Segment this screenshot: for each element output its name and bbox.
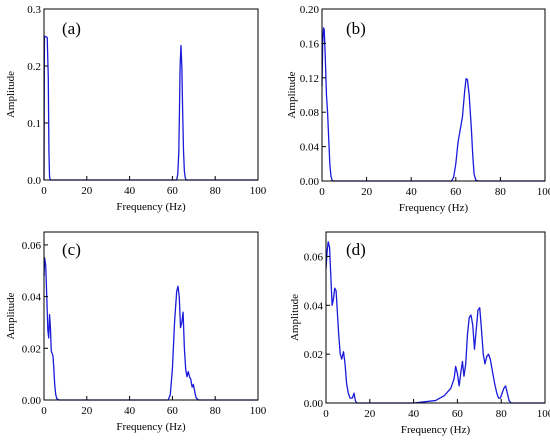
y-tick-label: 0.2: [27, 61, 41, 73]
y-tick-label: 0.04: [300, 142, 320, 154]
series-line-0: [321, 27, 545, 182]
y-tick-label: 0.00: [22, 395, 42, 407]
y-tick-label: 0.12: [300, 73, 319, 85]
series-line-0: [325, 241, 545, 404]
x-tick-label: 60: [167, 185, 179, 197]
y-tick-label: 0.02: [22, 343, 41, 355]
x-tick-label: 0: [319, 186, 325, 198]
y-tick-label: 0.06: [22, 240, 42, 252]
x-tick-label: 80: [495, 186, 507, 198]
y-tick-label: 0.1: [27, 118, 41, 130]
x-axis-label: Frequency (Hz): [116, 421, 186, 433]
y-tick-label: 0.16: [300, 38, 320, 50]
y-axis-label: Amplitude: [5, 71, 17, 118]
x-tick-label: 80: [210, 405, 222, 417]
y-tick-label: 0.00: [304, 398, 324, 410]
y-tick-label: 0.04: [304, 300, 324, 312]
y-tick-label: 0.08: [300, 107, 320, 119]
panel-label: (c): [62, 240, 81, 259]
panel-b: 0 20 40 60 80 100 0.00 0.04 0.08 0.12 0.16 0.20 Freq…: [286, 4, 550, 214]
y-tick-label: 0.3: [27, 4, 41, 16]
plot-frame: [43, 8, 259, 181]
plot-frame: [321, 8, 546, 182]
x-tick-label: 80: [210, 185, 222, 197]
panel-label: (d): [346, 240, 366, 259]
panel-c: 0 20 40 60 80 100 0.00 0.02 0.04 0.06 Frequency (H…: [5, 231, 267, 433]
x-tick-label: 40: [406, 186, 418, 198]
x-tick-label: 40: [408, 408, 420, 420]
x-tick-label: 0: [41, 185, 47, 197]
panel-label: (a): [62, 19, 81, 38]
y-tick-label: 0.0: [27, 175, 41, 187]
x-tick-label: 100: [537, 186, 550, 198]
x-tick-label: 40: [124, 405, 136, 417]
x-tick-label: 100: [537, 408, 550, 420]
x-tick-label: 60: [167, 405, 179, 417]
y-axis-label: Amplitude: [289, 294, 301, 341]
series-line-0: [43, 35, 258, 181]
y-tick-label: 0.04: [22, 292, 42, 304]
x-axis-label: Frequency (Hz): [401, 424, 471, 436]
x-tick-label: 60: [450, 186, 462, 198]
x-tick-label: 20: [81, 405, 93, 417]
y-tick-label: 0.20: [300, 4, 320, 16]
x-tick-label: 40: [124, 185, 136, 197]
y-tick-label: 0.00: [300, 176, 320, 188]
plot-frame: [325, 231, 546, 404]
x-tick-label: 0: [323, 408, 329, 420]
x-axis-label: Frequency (Hz): [116, 201, 186, 213]
x-tick-label: 20: [364, 408, 376, 420]
panel-a: 0 20 40 60 80 100 0.0 0.1 0.2 0.3 Frequency (Hz) Am…: [5, 4, 267, 213]
x-tick-label: 0: [41, 405, 47, 417]
x-tick-label: 100: [250, 185, 267, 197]
x-axis-label: Frequency (Hz): [399, 202, 469, 214]
x-tick-label: 20: [81, 185, 93, 197]
y-tick-label: 0.02: [304, 349, 323, 361]
x-tick-label: 20: [361, 186, 373, 198]
x-tick-label: 80: [496, 408, 508, 420]
y-axis-label: Amplitude: [5, 292, 17, 339]
x-tick-label: 60: [452, 408, 464, 420]
panel-label: (b): [346, 19, 366, 38]
plot-frame: [43, 231, 259, 401]
y-axis-label: Amplitude: [286, 71, 298, 118]
panel-d: 0 20 40 60 80 100 0.00 0.02 0.04 0.06 Frequency (H…: [289, 231, 550, 436]
x-tick-label: 100: [250, 405, 267, 417]
series-line-0: [43, 257, 258, 401]
y-tick-label: 0.06: [304, 251, 324, 263]
